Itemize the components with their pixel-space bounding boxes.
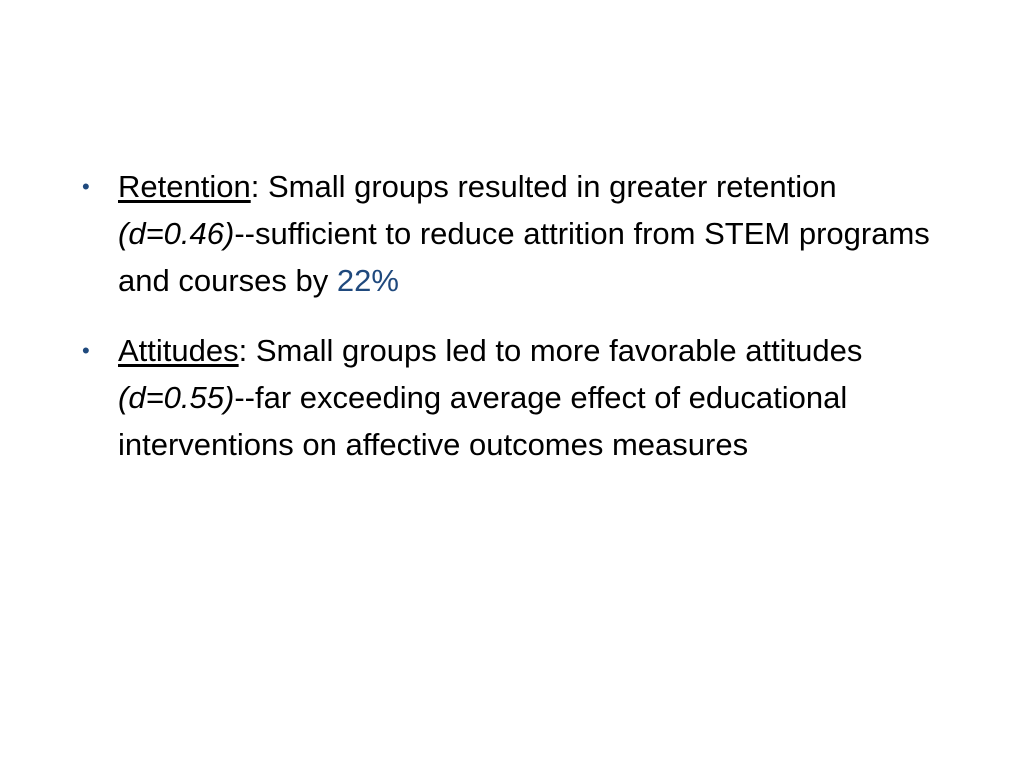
bullet-colon: : (238, 333, 248, 368)
bullet-dot-icon: • (82, 174, 90, 199)
bullet-dot-icon: • (82, 338, 90, 363)
bullet-text: --sufficient to reduce attrition from ST… (118, 216, 930, 298)
effect-size-stat: (d=0.46) (118, 216, 235, 251)
bullet-text: Small groups led to more favorable attit… (247, 333, 863, 368)
bullet-attitudes: • Attitudes: Small groups led to more fa… (82, 327, 952, 468)
highlight-percentage: 22% (336, 263, 399, 298)
bullet-colon: : (250, 169, 260, 204)
bullet-text: Small groups resulted in greater retenti… (259, 169, 837, 204)
bullet-text: --far exceeding average effect of educat… (118, 380, 848, 462)
bullet-term: Attitudes (118, 333, 239, 368)
bullet-retention: • Retention: Small groups resulted in gr… (82, 163, 952, 304)
bullet-list: • Retention: Small groups resulted in gr… (82, 163, 952, 491)
bullet-term: Retention (118, 169, 251, 204)
effect-size-stat: (d=0.55) (118, 380, 235, 415)
